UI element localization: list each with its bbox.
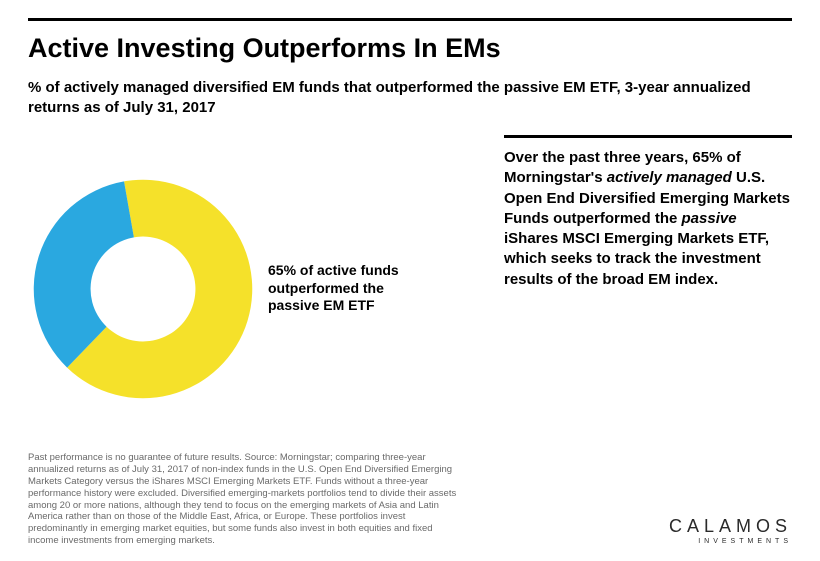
- donut-label: 65% of active funds outperformed the pas…: [268, 262, 438, 315]
- donut-chart: [28, 174, 258, 404]
- brand-sub-text: INVESTMENTS: [669, 538, 792, 545]
- disclaimer-text: Past performance is no guarantee of futu…: [28, 452, 458, 547]
- brand-main-text: CALAMOS: [669, 516, 792, 537]
- brand-logo: CALAMOS INVESTMENTS: [669, 516, 792, 547]
- main-row: 65% of active funds outperformed the pas…: [28, 135, 792, 442]
- chart-column: 65% of active funds outperformed the pas…: [28, 135, 488, 442]
- page-subtitle: % of actively managed diversified EM fun…: [28, 78, 792, 117]
- footer-row: Past performance is no guarantee of futu…: [28, 452, 792, 547]
- callout-text: Over the past three years, 65% of Mornin…: [504, 135, 792, 442]
- chart-area: 65% of active funds outperformed the pas…: [28, 174, 438, 404]
- page-container: Active Investing Outperforms In EMs % of…: [0, 0, 820, 561]
- top-rule: [28, 18, 792, 21]
- page-title: Active Investing Outperforms In EMs: [28, 33, 792, 64]
